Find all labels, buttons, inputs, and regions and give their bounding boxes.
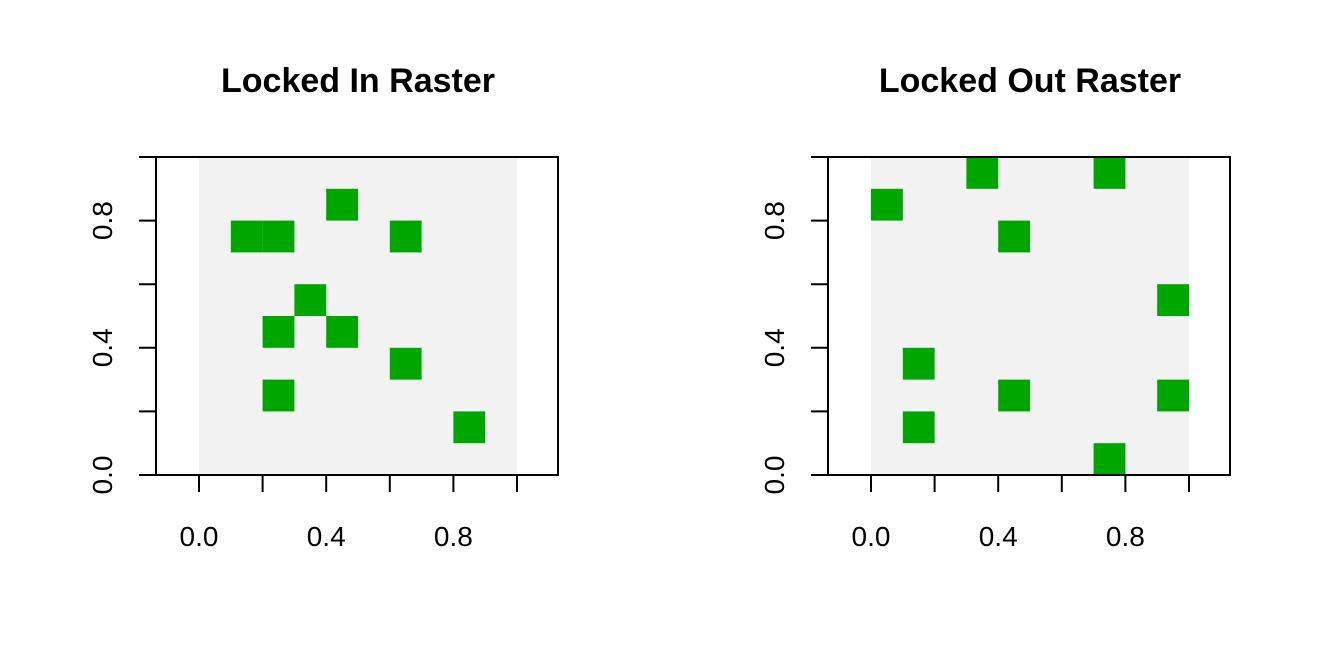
y-tick-label: 0.4 <box>87 328 118 367</box>
raster-cell <box>326 316 358 348</box>
chart-title: Locked Out Raster <box>879 62 1181 100</box>
raster-cell <box>389 347 422 380</box>
raster-cell <box>230 220 263 253</box>
raster-cell <box>262 379 295 412</box>
raster-cell <box>1157 379 1189 412</box>
raster-cell <box>902 411 935 444</box>
raster-cell <box>966 157 999 189</box>
chart-locked-out: Locked Out Raster 0.0 0.4 0.8 0.0 0.4 0.8 <box>672 0 1344 672</box>
chart-title: Locked In Raster <box>221 62 495 100</box>
raster-cell <box>998 379 1030 412</box>
raster-cell <box>453 411 486 444</box>
raster-cell <box>326 188 358 221</box>
x-tick-label: 0.0 <box>852 521 891 552</box>
raster-cell <box>262 316 295 348</box>
y-tick-label: 0.0 <box>759 456 790 495</box>
chart-locked-in: Locked In Raster 0.0 0.4 0.8 0.0 0.4 0.8 <box>87 62 559 552</box>
chart-svg: Locked In Raster 0.0 0.4 0.8 0.0 0.4 0.8 <box>87 62 559 552</box>
raster-cell <box>294 284 327 316</box>
x-tick-label: 0.8 <box>1106 521 1145 552</box>
raster-cell <box>262 220 295 253</box>
raster-cell <box>1157 284 1189 316</box>
raster-cell <box>1093 157 1126 189</box>
y-tick-label: 0.0 <box>87 456 118 495</box>
y-tick-label: 0.8 <box>87 201 118 240</box>
raster-cell <box>1093 443 1126 475</box>
x-tick-label: 0.4 <box>307 521 346 552</box>
raster-cell <box>902 347 935 380</box>
raster-cell <box>871 188 903 221</box>
chart-svg: Locked Out Raster 0.0 0.4 0.8 0.0 0.4 0.8 <box>759 62 1231 552</box>
x-tick-label: 0.8 <box>434 521 473 552</box>
x-tick-label: 0.4 <box>979 521 1018 552</box>
y-tick-label: 0.4 <box>759 328 790 367</box>
y-tick-label: 0.8 <box>759 201 790 240</box>
x-tick-label: 0.0 <box>180 521 219 552</box>
raster-cell <box>389 220 422 253</box>
raster-cell <box>998 220 1030 253</box>
